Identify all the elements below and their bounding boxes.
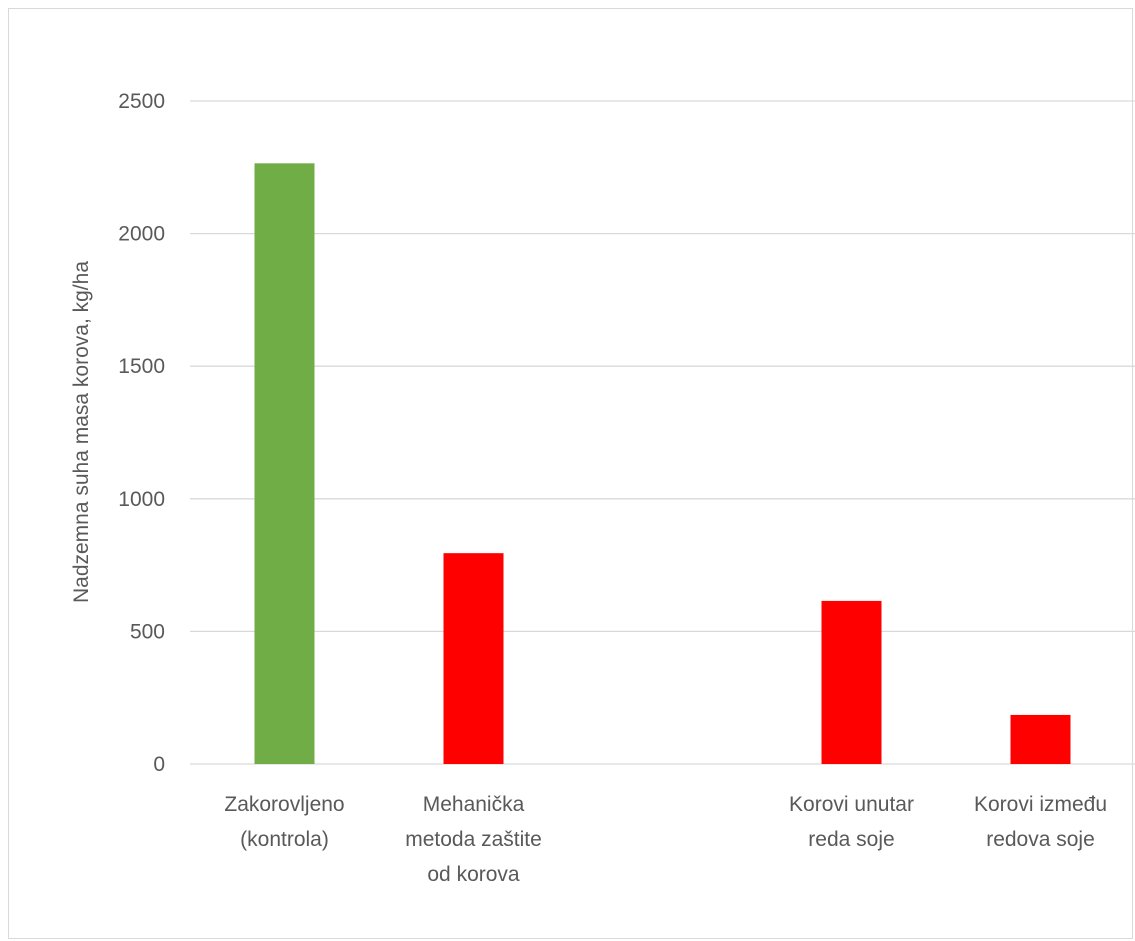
x-category-label: Mehanička metoda zaštite od korova <box>405 793 542 886</box>
bar <box>254 163 315 764</box>
x-category-label-line: metoda zaštite <box>405 828 542 851</box>
bar <box>443 553 504 764</box>
bar <box>1010 714 1071 764</box>
x-axis-categories: Zakorovljeno (kontrola) Mehanička metoda za… <box>224 793 1107 886</box>
y-tick-label: 2500 <box>118 90 165 113</box>
x-category-label-line: (kontrola) <box>240 828 329 851</box>
x-category-label-line: redova soje <box>986 828 1095 851</box>
x-category-label-line: reda soje <box>808 828 894 851</box>
x-category-label-line: Korovi unutar <box>789 793 914 816</box>
bar <box>821 600 882 764</box>
x-category-label-line: Mehanička <box>423 793 525 816</box>
x-category-label-line: Korovi između <box>974 793 1107 816</box>
x-category-label-line: od korova <box>427 863 520 886</box>
y-axis-ticks: 0 500 1000 1500 2000 2500 <box>118 90 165 776</box>
x-category-label: Korovi između redova soje <box>974 793 1107 851</box>
y-tick-label: 2000 <box>118 223 165 246</box>
chart-frame <box>8 8 1133 939</box>
y-tick-label: 0 <box>153 753 165 776</box>
x-category-label: Zakorovljeno (kontrola) <box>224 793 344 851</box>
y-tick-label: 500 <box>130 620 165 643</box>
x-category-label-line: Zakorovljeno <box>224 793 344 816</box>
y-tick-label: 1500 <box>118 355 165 378</box>
gridlines <box>190 100 1135 765</box>
bars <box>254 163 1071 764</box>
y-tick-label: 1000 <box>118 488 165 511</box>
y-axis-label: Nadzemna suha masa korova, kg/ha <box>70 261 93 603</box>
x-category-label: Korovi unutar reda soje <box>789 793 914 851</box>
